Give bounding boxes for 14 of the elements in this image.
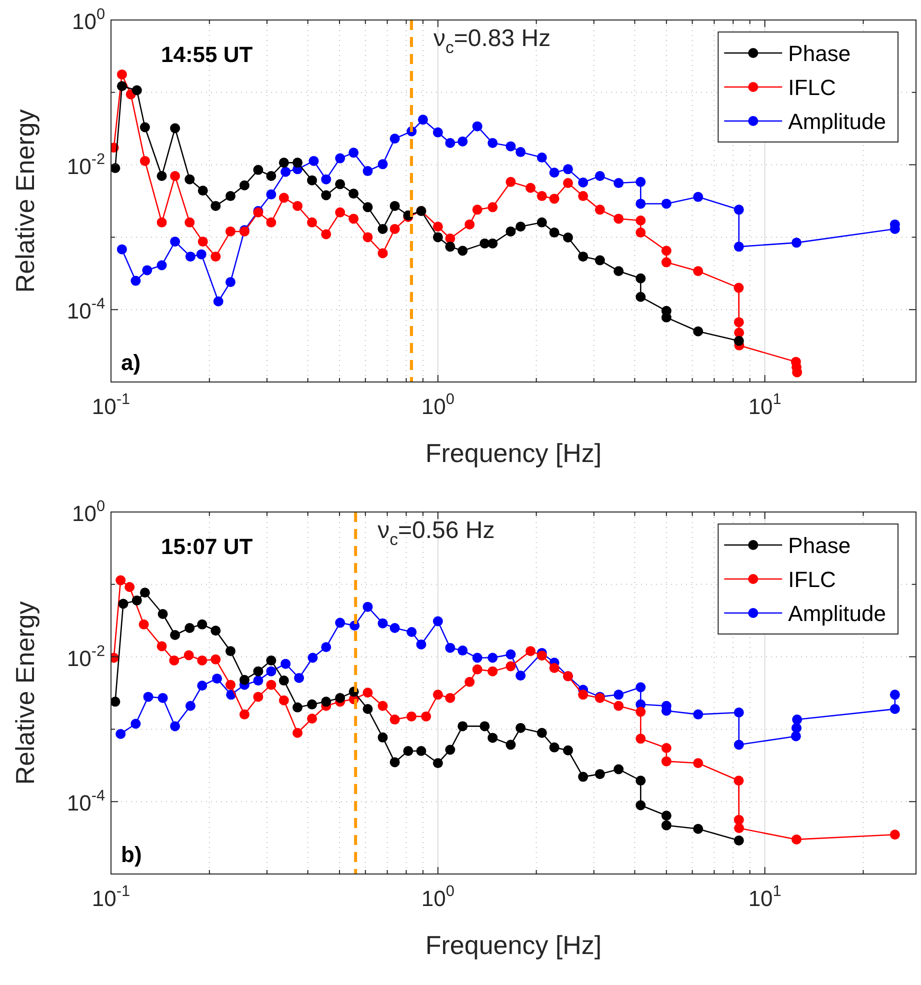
- y-axis-title: Relative Energy: [10, 109, 40, 293]
- annotation: 14:55 UT: [161, 42, 254, 67]
- legend-label: Phase: [788, 533, 851, 558]
- legend-label: IFLC: [788, 567, 836, 592]
- legend-label: Amplitude: [788, 109, 886, 134]
- legend-label: Phase: [788, 41, 851, 66]
- legend-label: IFLC: [788, 75, 836, 100]
- annotation: a): [121, 350, 141, 375]
- x-axis-title: Frequency [Hz]: [425, 930, 602, 960]
- annotation: b): [121, 842, 142, 867]
- y-axis-title: Relative Energy: [10, 601, 40, 785]
- annotation: 15:07 UT: [161, 534, 254, 559]
- x-axis-title: Frequency [Hz]: [425, 438, 602, 468]
- legend-label: Amplitude: [788, 601, 886, 626]
